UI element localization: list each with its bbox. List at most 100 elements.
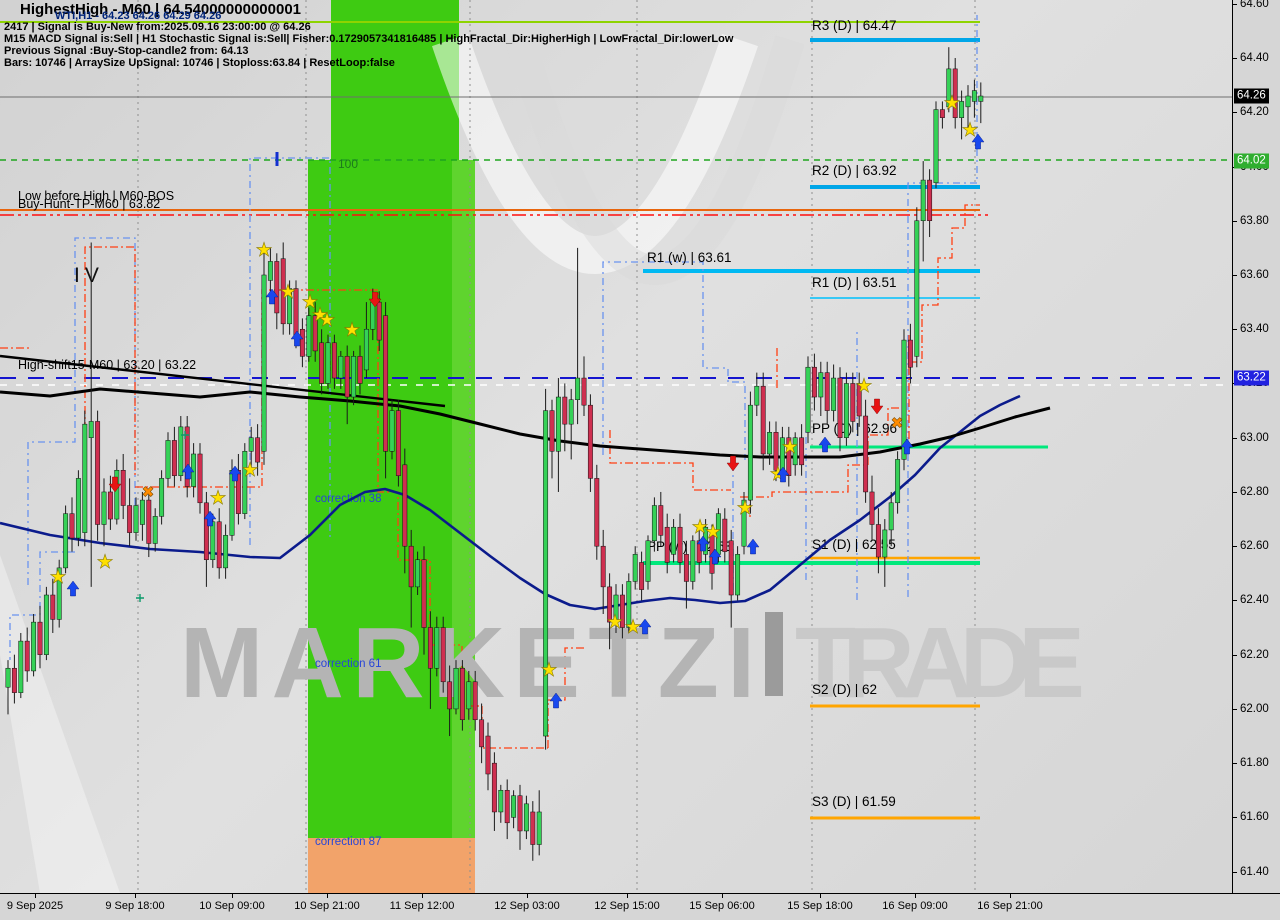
iv-label: IV: [74, 264, 104, 287]
candle-body-114: [735, 554, 741, 596]
candle-body-26: [171, 440, 177, 476]
candle-body-88: [568, 399, 574, 425]
candle-body-144: [927, 179, 933, 222]
candle-body-86: [555, 396, 561, 452]
time-tick: [35, 894, 36, 898]
correction-label-0: 100: [338, 157, 358, 171]
price-tick: [1233, 546, 1237, 548]
candle-body-9: [63, 513, 69, 569]
candle-body-49: [319, 342, 325, 384]
time-tick: [232, 894, 233, 898]
candle-body-81: [523, 803, 529, 832]
correction-label-2: correction 61: [315, 658, 381, 670]
price-tick: [1233, 274, 1237, 276]
candle-body-146: [939, 109, 945, 118]
price-axis[interactable]: 64.6064.4064.2064.0063.8063.6063.4063.20…: [1232, 0, 1280, 893]
candle-body-61: [395, 410, 401, 476]
tick-mark-icon: [275, 152, 279, 166]
time-axis[interactable]: 9 Sep 2025 9 Sep 18:00 10 Sep 09:00 10 Sep …: [0, 893, 1280, 920]
candle-body-43: [280, 258, 286, 325]
candle-body-69: [447, 681, 453, 710]
candle-body-150: [965, 95, 971, 108]
symbol-ohlc: WTI,H1 - 64.23 64.26 64.29 64.26: [55, 10, 222, 22]
candle-body-7: [50, 594, 56, 620]
high-shift-label: High-shift15-M60 | 63.20 | 63.22: [18, 358, 197, 372]
price-tick-label: 62.40: [1240, 594, 1269, 607]
signal-star-icon: ★: [311, 305, 328, 326]
price-tick-label: 62.80: [1240, 485, 1269, 498]
candle-body-2: [18, 640, 24, 693]
signal-star-icon: ★: [540, 660, 557, 681]
candle-body-53: [344, 356, 350, 398]
candle-body-63: [408, 545, 414, 588]
candle-body-112: [722, 518, 728, 552]
trail-red-dash: [84, 246, 136, 478]
candle-body-66: [427, 627, 433, 669]
signal-star-icon: ★: [781, 437, 798, 458]
signal-star-icon: ★: [943, 93, 960, 114]
candle-body-126: [811, 366, 817, 398]
buy-arrow-icon: [818, 436, 832, 453]
price-tick: [1233, 58, 1237, 60]
fib-zone-1: [308, 160, 475, 838]
candle-body-44: [287, 288, 293, 325]
candle-body-118: [760, 385, 766, 455]
candle-body-1: [11, 667, 17, 693]
candle-body-0: [5, 667, 11, 688]
signal-star-icon: ★: [318, 310, 335, 331]
watermark-bar: [765, 612, 783, 696]
candle-body-125: [805, 366, 811, 433]
candle-body-48: [312, 315, 318, 352]
signal-star-icon: ★: [691, 517, 708, 538]
time-tick-label: 15 Sep 06:00: [689, 900, 755, 912]
candle-body-14: [95, 421, 101, 525]
candle-body-134: [863, 415, 869, 493]
candle-body-105: [677, 526, 683, 563]
level-label-r2: R2 (D) | 63.92: [812, 163, 897, 178]
candle-body-3: [24, 640, 30, 672]
ma-fast-line: [0, 387, 1051, 459]
candle-body-34: [223, 535, 229, 569]
level-label-r3: R3 (D) | 64.47: [812, 18, 897, 33]
price-tick: [1233, 708, 1237, 710]
candle-body-85: [549, 410, 555, 452]
price-tick-label: 61.80: [1240, 757, 1269, 770]
candle-body-152: [978, 95, 984, 102]
candle-body-83: [536, 811, 542, 845]
price-tick-label: 63.40: [1240, 323, 1269, 336]
time-tick: [135, 894, 136, 898]
watermark-text-2: TRADE: [795, 607, 1085, 719]
candle-body-55: [357, 356, 363, 384]
candle-body-38: [248, 437, 254, 452]
level-label-r1d: R1 (D) | 63.51: [812, 275, 897, 290]
candle-body-95: [613, 594, 619, 623]
candle-body-41: [267, 261, 273, 281]
signal-star-icon: ★: [855, 376, 872, 397]
signal-star-icon: ★: [606, 612, 623, 633]
signal-star-icon: ★: [255, 240, 272, 261]
candle-body-78: [504, 790, 510, 824]
time-tick-label: 9 Sep 2025: [6, 900, 64, 912]
time-tick-label: 9 Sep 18:00: [105, 900, 165, 912]
price-tick-label: 63.80: [1240, 214, 1269, 227]
candle-body-127: [818, 372, 824, 398]
candle-body-18: [120, 470, 126, 506]
price-badge-64.02: 64.02: [1234, 153, 1269, 169]
candle-body-136: [875, 524, 881, 558]
buy-arrow-icon: [971, 133, 985, 150]
candle-body-141: [907, 339, 913, 368]
candle-body-120: [773, 432, 779, 471]
price-tick-label: 63.00: [1240, 431, 1269, 444]
price-tick: [1233, 763, 1237, 765]
buy-arrow-icon: [66, 580, 80, 597]
plus-mark-icon: [181, 431, 189, 439]
candle-body-92: [594, 478, 600, 547]
candle-body-8: [56, 567, 62, 620]
time-tick: [422, 894, 423, 898]
candle-body-51: [331, 342, 337, 379]
level-label-r1w: R1 (w) | 63.61: [647, 250, 732, 265]
time-tick-label: 16 Sep 09:00: [882, 900, 948, 912]
plus-mark-icon: [136, 594, 144, 602]
price-badge-64.26: 64.26: [1234, 88, 1269, 104]
